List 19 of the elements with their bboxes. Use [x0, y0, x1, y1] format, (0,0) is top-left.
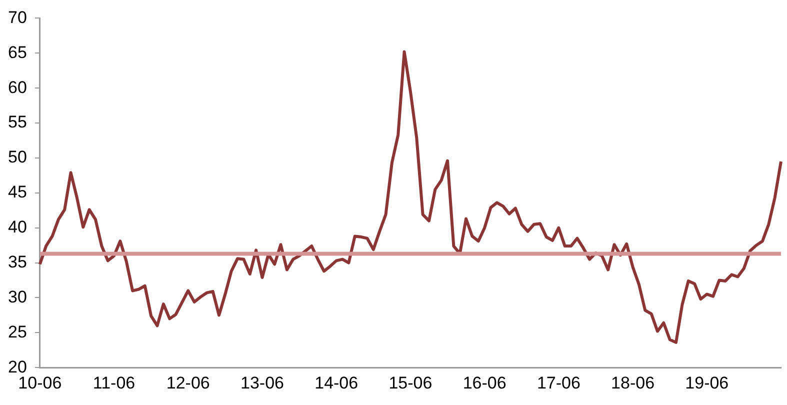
x-tick-label: 19-06 [685, 373, 729, 392]
y-tick-label: 35 [8, 252, 27, 272]
x-tick-label: 13-06 [240, 373, 284, 392]
y-tick-label: 40 [8, 218, 27, 237]
y-tick-label: 30 [8, 287, 27, 306]
x-tick-label: 18-06 [611, 373, 655, 392]
y-tick-label: 65 [8, 42, 27, 62]
x-tick-label: 12-06 [166, 373, 210, 392]
y-tick-label: 60 [8, 78, 27, 97]
x-tick-label: 14-06 [314, 373, 358, 392]
x-tick-label: 17-06 [536, 373, 580, 392]
y-tick-label: 25 [8, 322, 27, 342]
x-tick-label: 11-06 [92, 373, 136, 392]
y-tick-label: 55 [8, 112, 27, 132]
y-tick-label: 50 [8, 148, 27, 167]
y-tick-label: 70 [8, 8, 27, 27]
y-tick-label: 45 [8, 182, 27, 202]
x-tick-label: 15-06 [388, 373, 432, 392]
x-tick-label: 16-06 [462, 373, 506, 392]
